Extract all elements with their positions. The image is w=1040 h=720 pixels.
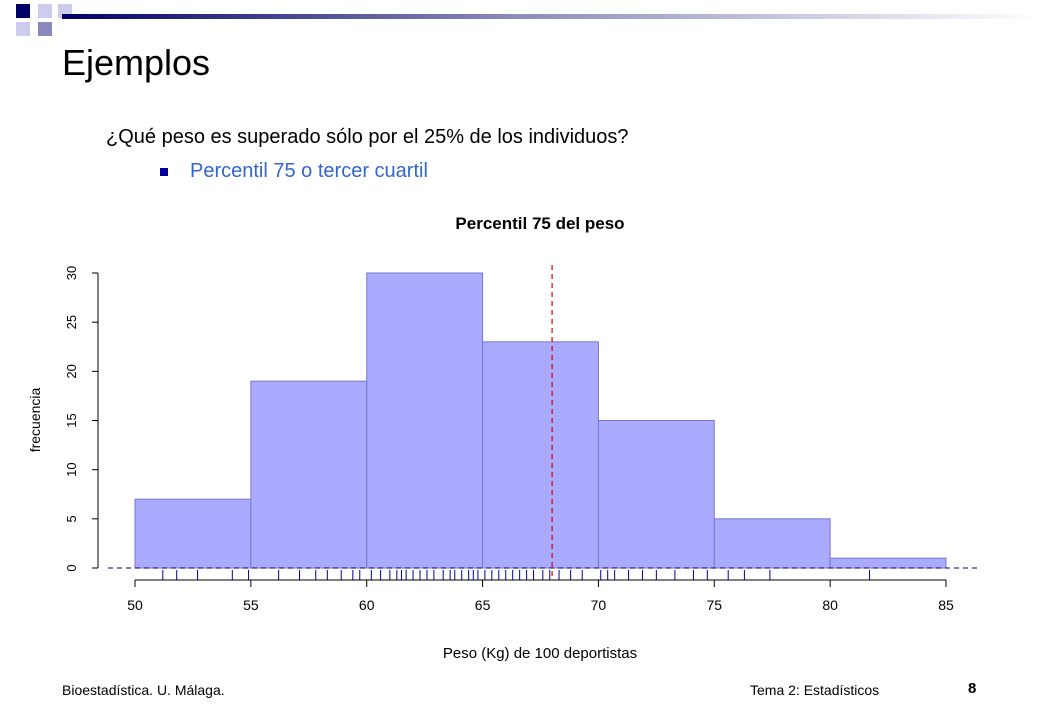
footer-institution: Bioestadística. U. Málaga.: [62, 682, 225, 698]
histogram-bar: [134, 498, 252, 569]
x-tick-label: 60: [359, 597, 375, 613]
histogram-bar: [366, 272, 484, 569]
y-axis-label: frecuencia: [27, 387, 43, 452]
x-tick-label: 85: [938, 597, 954, 613]
y-tick-label: 5: [64, 515, 79, 522]
header-decoration: [16, 4, 1040, 36]
y-tick-label: 15: [64, 413, 79, 427]
header-gradient-bar: [62, 14, 1040, 19]
histogram-bar: [829, 557, 947, 569]
page-number: 8: [968, 680, 977, 697]
x-axis-label: Peso (Kg) de 100 deportistas: [443, 645, 637, 662]
footer-topic: Tema 2: Estadísticos: [750, 682, 880, 698]
y-tick-label: 0: [64, 564, 79, 571]
x-tick-label: 75: [706, 597, 722, 613]
question-text: ¿Qué peso es superado sólo por el 25% de…: [106, 126, 629, 148]
x-tick-label: 65: [475, 597, 491, 613]
y-tick-label: 10: [64, 462, 79, 476]
y-tick-label: 25: [64, 315, 79, 329]
histogram-bar: [597, 420, 715, 569]
y-tick-label: 20: [64, 364, 79, 378]
slide-title: Ejemplos: [62, 42, 211, 83]
bullet-square-icon: [160, 167, 168, 176]
y-tick-label: 30: [64, 266, 79, 280]
x-tick-label: 80: [822, 597, 838, 613]
x-tick-label: 55: [243, 597, 259, 613]
histogram-bar: [482, 341, 599, 569]
x-tick-label: 50: [127, 597, 143, 613]
histogram-bar: [713, 518, 831, 569]
histogram-bar: [250, 380, 368, 569]
histogram-chart: Percentil 75 del peso 0 5 10 15 20 25 30 50 55 6…: [27, 214, 980, 662]
header-square-dark: [16, 4, 30, 18]
header-square-low: [16, 22, 30, 36]
header-square-low2: [38, 22, 52, 36]
bullet-item: Percentil 75 o tercer cuartil: [160, 160, 428, 183]
x-tick-label: 70: [591, 597, 607, 613]
header-square-light: [38, 4, 52, 18]
chart-title: Percentil 75 del peso: [455, 214, 624, 233]
bullet-text: Percentil 75 o tercer cuartil: [190, 160, 428, 182]
